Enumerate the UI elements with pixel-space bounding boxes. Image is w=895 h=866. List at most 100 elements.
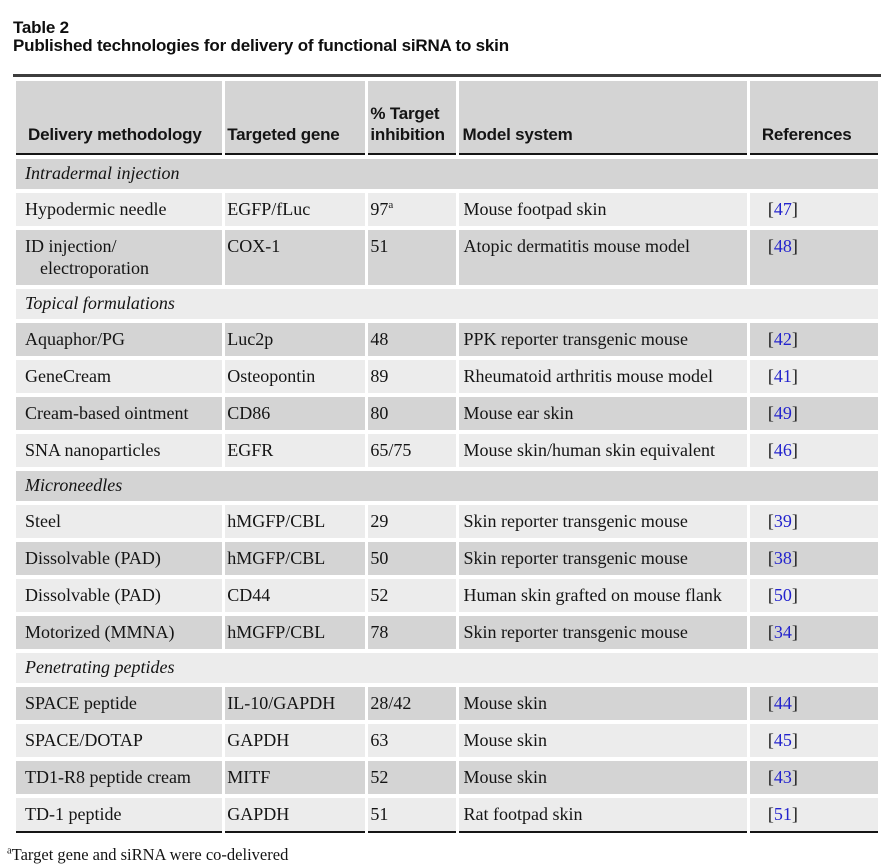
bracket-close: ] — [791, 622, 798, 642]
reference-link[interactable]: 51 — [773, 804, 792, 824]
reference-link[interactable]: 44 — [773, 693, 792, 713]
cell-model: Atopic dermatitis mouse model — [459, 230, 747, 285]
cell-inhibition: 52 — [368, 579, 457, 612]
cell-method: TD1-R8 peptide cream — [16, 761, 223, 794]
bracket-open: [ — [767, 236, 774, 256]
cell-inhibition: 89 — [368, 360, 457, 393]
cell-gene: Luc2p — [225, 323, 366, 356]
footnote: aTarget gene and siRNA were co-delivered — [7, 845, 881, 865]
cell-method: SNA nanoparticles — [16, 434, 223, 467]
bracket-open: [ — [767, 693, 774, 713]
bracket-close: ] — [791, 693, 798, 713]
table-row: Motorized (MMNA) hMGFP/CBL 78 Skin repor… — [16, 616, 878, 649]
cell-method: Dissolvable (PAD) — [16, 579, 223, 612]
bracket-close: ] — [791, 366, 798, 386]
cell-gene: hMGFP/CBL — [225, 505, 366, 538]
bracket-open: [ — [767, 585, 774, 605]
cell-model: Mouse skin/human skin equivalent — [459, 434, 747, 467]
reference-link[interactable]: 38 — [773, 548, 792, 568]
reference-link[interactable]: 43 — [773, 767, 792, 787]
cell-inhibition: 65/75 — [368, 434, 457, 467]
cell-method: Dissolvable (PAD) — [16, 542, 223, 575]
cell-method: SPACE/DOTAP — [16, 724, 223, 757]
bracket-close: ] — [791, 730, 798, 750]
cell-inhibition: 63 — [368, 724, 457, 757]
cell-reference: [34] — [749, 616, 878, 649]
cell-method: Steel — [16, 505, 223, 538]
table-caption: Published technologies for delivery of f… — [13, 36, 509, 55]
table-row: TD1-R8 peptide cream MITF 52 Mouse skin … — [16, 761, 878, 794]
reference-link[interactable]: 34 — [773, 622, 792, 642]
cell-reference: [49] — [749, 397, 878, 430]
cell-model: Mouse ear skin — [459, 397, 747, 430]
cell-reference: [38] — [749, 542, 878, 575]
cell-gene: Osteopontin — [225, 360, 366, 393]
cell-reference: [43] — [749, 761, 878, 794]
cell-model: Skin reporter transgenic mouse — [459, 616, 747, 649]
footnote-marker: a — [7, 845, 12, 857]
inhibition-value: 97 — [370, 199, 389, 219]
cell-gene: hMGFP/CBL — [225, 616, 366, 649]
column-header-model-system: Model system — [459, 81, 747, 155]
bracket-open: [ — [767, 548, 774, 568]
table-row: TD-1 peptide GAPDH 51 Rat footpad skin [… — [16, 798, 878, 833]
cell-inhibition: 78 — [368, 616, 457, 649]
table-row: Dissolvable (PAD) hMGFP/CBL 50 Skin repo… — [16, 542, 878, 575]
bracket-close: ] — [791, 329, 798, 349]
cell-inhibition: 50 — [368, 542, 457, 575]
cell-model: Mouse skin — [459, 687, 747, 720]
section-label: Microneedles — [16, 471, 878, 501]
cell-reference: [48] — [749, 230, 878, 285]
method-line-2: electroporation — [40, 258, 149, 278]
reference-link[interactable]: 48 — [773, 236, 792, 256]
bracket-close: ] — [791, 767, 798, 787]
cell-method: Motorized (MMNA) — [16, 616, 223, 649]
cell-inhibition: 97a — [368, 193, 457, 226]
cell-inhibition: 51 — [368, 798, 457, 833]
reference-link[interactable]: 50 — [773, 585, 792, 605]
cell-method: SPACE peptide — [16, 687, 223, 720]
bracket-open: [ — [767, 767, 774, 787]
reference-link[interactable]: 42 — [773, 329, 792, 349]
table-row: Dissolvable (PAD) CD44 52 Human skin gra… — [16, 579, 878, 612]
bracket-open: [ — [767, 440, 774, 460]
bracket-open: [ — [767, 804, 774, 824]
cell-model: Rat footpad skin — [459, 798, 747, 833]
cell-gene: EGFP/fLuc — [225, 193, 366, 226]
cell-reference: [39] — [749, 505, 878, 538]
reference-link[interactable]: 46 — [773, 440, 792, 460]
reference-link[interactable]: 47 — [773, 199, 792, 219]
bracket-close: ] — [791, 548, 798, 568]
cell-model: Skin reporter transgenic mouse — [459, 542, 747, 575]
cell-inhibition: 52 — [368, 761, 457, 794]
bracket-close: ] — [791, 804, 798, 824]
method-line-1: ID injection/ — [25, 236, 117, 256]
cell-gene: GAPDH — [225, 724, 366, 757]
bracket-close: ] — [791, 199, 798, 219]
cell-reference: [44] — [749, 687, 878, 720]
section-row-topical-formulations: Topical formulations — [16, 289, 878, 319]
reference-link[interactable]: 45 — [773, 730, 792, 750]
reference-link[interactable]: 39 — [773, 511, 792, 531]
reference-link[interactable]: 41 — [773, 366, 792, 386]
cell-gene: hMGFP/CBL — [225, 542, 366, 575]
cell-method: Aquaphor/PG — [16, 323, 223, 356]
table-row: SNA nanoparticles EGFR 65/75 Mouse skin/… — [16, 434, 878, 467]
cell-gene: MITF — [225, 761, 366, 794]
cell-model: Mouse footpad skin — [459, 193, 747, 226]
cell-reference: [42] — [749, 323, 878, 356]
section-label: Topical formulations — [16, 289, 878, 319]
bracket-open: [ — [767, 329, 774, 349]
table-row: Cream-based ointment CD86 80 Mouse ear s… — [16, 397, 878, 430]
section-label: Intradermal injection — [16, 159, 878, 189]
bracket-open: [ — [767, 366, 774, 386]
table-row: SPACE peptide IL-10/GAPDH 28/42 Mouse sk… — [16, 687, 878, 720]
cell-model: Rheumatoid arthritis mouse model — [459, 360, 747, 393]
table-row: ID injection/electroporation COX-1 51 At… — [16, 230, 878, 285]
footnote-marker: a — [388, 199, 394, 211]
cell-inhibition: 48 — [368, 323, 457, 356]
cell-reference: [41] — [749, 360, 878, 393]
reference-link[interactable]: 49 — [773, 403, 792, 423]
bracket-open: [ — [767, 622, 774, 642]
